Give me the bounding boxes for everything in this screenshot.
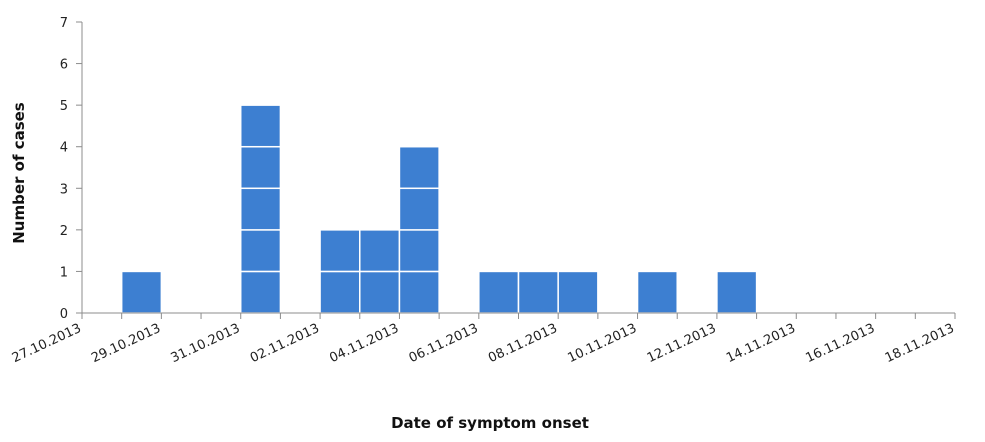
bar-cell — [716, 270, 758, 314]
x-axis-title: Date of symptom onset — [391, 414, 589, 432]
bar-cell — [636, 270, 678, 314]
bar-cell — [359, 270, 401, 314]
bar-cell — [239, 145, 282, 190]
y-tick-label: 4 — [60, 141, 68, 156]
y-tick-label: 6 — [60, 58, 68, 73]
y-axis-title: Number of cases — [10, 102, 28, 244]
bar-cell — [239, 229, 282, 273]
y-tick-label: 1 — [60, 265, 68, 280]
bar-cell — [398, 270, 440, 314]
x-tick-label: 02.11.2013 — [248, 321, 322, 366]
bar-03.11.2013 — [359, 229, 401, 314]
x-tick-label: 29.10.2013 — [89, 321, 163, 366]
bar-28.10.2013 — [120, 270, 163, 314]
bar-12.11.2013 — [716, 270, 758, 314]
bar-06.11.2013 — [478, 270, 520, 314]
bar-02.11.2013 — [319, 229, 361, 314]
bar-04.11.2013 — [398, 145, 440, 314]
bar-cell — [517, 270, 559, 314]
bar-31.10.2013 — [239, 104, 282, 314]
x-tick-label: 06.11.2013 — [407, 321, 481, 366]
y-tick-label: 5 — [60, 99, 68, 114]
bar-cell — [239, 270, 282, 314]
bar-cell — [239, 104, 282, 148]
x-tick-label: 12.11.2013 — [645, 321, 719, 366]
y-tick-labels: 0 1 2 3 4 5 6 7 — [60, 16, 68, 322]
bar-cell — [120, 270, 163, 314]
bar-cell — [478, 270, 520, 314]
bar-cell — [398, 187, 440, 231]
x-tick-label: 16.11.2013 — [804, 321, 878, 366]
bar-08.11.2013 — [557, 270, 599, 314]
bar-cell — [557, 270, 599, 314]
x-tick-label: 14.11.2013 — [724, 321, 798, 366]
x-tick-label: 08.11.2013 — [486, 321, 560, 366]
bar-cell — [398, 145, 440, 190]
x-tick-label: 27.10.2013 — [10, 321, 84, 366]
y-tick-label: 2 — [60, 224, 68, 239]
bar-cell — [398, 229, 440, 273]
bar-07.11.2013 — [517, 270, 559, 314]
x-tick-label: 18.11.2013 — [883, 321, 957, 366]
bar-cell — [239, 187, 282, 231]
axes-group — [76, 21, 956, 319]
bar-cell — [359, 229, 401, 273]
bar-10.11.2013 — [636, 270, 678, 314]
x-tick-label: 10.11.2013 — [565, 321, 639, 366]
x-tick-label: 31.10.2013 — [169, 321, 243, 366]
y-tick-label: 0 — [60, 307, 68, 322]
bars-group — [120, 104, 758, 314]
y-tick-label: 3 — [60, 182, 68, 197]
x-tick-label: 04.11.2013 — [327, 321, 401, 366]
bar-cell — [319, 229, 361, 273]
bar-cell — [319, 270, 361, 314]
x-tick-labels: 27.10.2013 29.10.2013 31.10.2013 02.11.2013… — [10, 321, 957, 366]
y-tick-label: 7 — [60, 16, 68, 31]
